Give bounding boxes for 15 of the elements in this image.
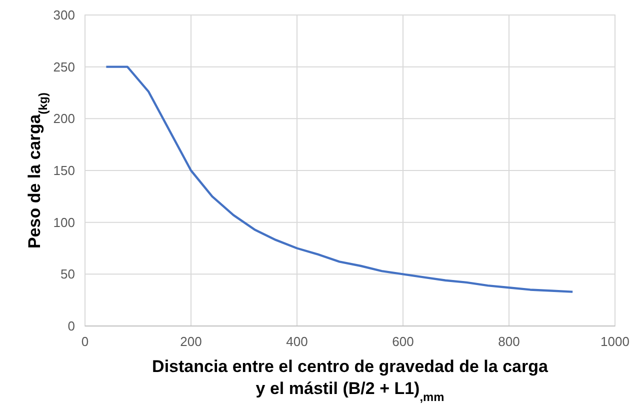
x-tick-label: 1000 xyxy=(600,334,630,349)
y-tick-label: 250 xyxy=(53,59,75,74)
x-tick-label: 400 xyxy=(286,334,308,349)
y-tick-label: 150 xyxy=(53,163,75,178)
y-tick-label: 300 xyxy=(53,8,75,23)
y-tick-label: 0 xyxy=(68,318,75,334)
x-axis-title: Distancia entre el centro de gravedad de la carga y el mástil (B/2 + L1)$_{,mm}$ xyxy=(152,357,548,404)
y-tick-label: 100 xyxy=(53,214,75,230)
x-tick-label: 600 xyxy=(392,334,414,349)
x-tick-label: 0 xyxy=(81,334,89,349)
x-tick-label: 800 xyxy=(498,334,520,349)
y-tick-label: 200 xyxy=(53,111,75,126)
y-tick-label: 50 xyxy=(60,266,75,282)
line-series xyxy=(105,66,574,293)
x-tick-label: 200 xyxy=(180,334,202,349)
